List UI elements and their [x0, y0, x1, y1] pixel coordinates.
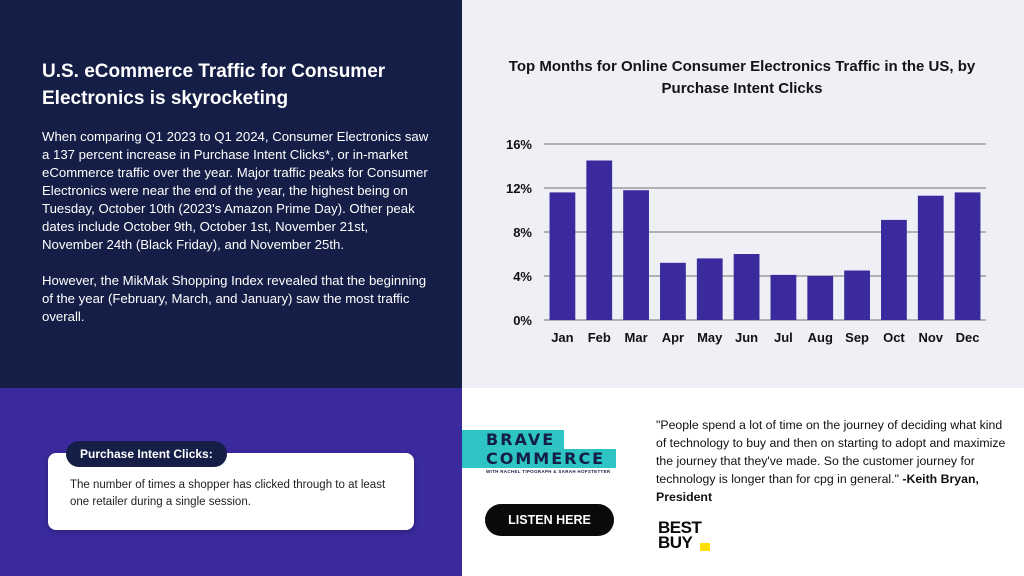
x-tick-label-mar: Mar	[625, 330, 648, 345]
intro-paragraph-1: When comparing Q1 2023 to Q1 2024, Consu…	[42, 129, 429, 252]
bar-jun	[733, 254, 760, 320]
chart-gridlines	[544, 143, 986, 321]
x-tick-label-nov: Nov	[918, 330, 943, 345]
quote-text: "People spend a lot of time on the journ…	[656, 418, 1006, 486]
x-tick-label-jan: Jan	[551, 330, 573, 345]
left-top-panel	[0, 0, 462, 388]
bar-sep	[844, 270, 870, 320]
best-buy-logo: BEST BUY	[658, 518, 718, 552]
page-title: U.S. eCommerce Traffic for Consumer Elec…	[42, 61, 386, 109]
bar-aug	[807, 276, 834, 320]
x-tick-label-oct: Oct	[883, 330, 905, 345]
best-buy-line-2: BUY	[658, 533, 693, 552]
x-tick-label-apr: Apr	[662, 330, 684, 345]
logo-line-1: BRAVE	[462, 430, 564, 449]
definition-label: Purchase Intent Clicks:	[66, 441, 227, 467]
bar-jan	[549, 192, 576, 320]
y-tick-label: 8%	[513, 225, 532, 240]
intro-text: When comparing Q1 2023 to Q1 2024, Consu…	[42, 128, 432, 344]
x-tick-label-jul: Jul	[774, 330, 793, 345]
intro-paragraph-2: However, the MikMak Shopping Index revea…	[42, 273, 427, 324]
bar-mar	[623, 190, 649, 320]
x-tick-label-feb: Feb	[588, 330, 611, 345]
bar-may	[696, 258, 723, 320]
quote-block: "People spend a lot of time on the journ…	[656, 416, 1006, 506]
brave-commerce-logo: BRAVE COMMERCE WITH RACHEL TIPOGRAPH & S…	[462, 430, 616, 474]
bar-nov	[917, 195, 944, 320]
logo-line-2: COMMERCE	[462, 449, 616, 468]
bar-feb	[586, 160, 613, 320]
x-tick-label-sep: Sep	[845, 330, 869, 345]
chart-x-tick-labels: Jan Feb Mar Apr May Jun Jul Aug Sep Oct Nov Dec	[551, 330, 979, 345]
y-tick-label: 0%	[513, 313, 532, 328]
bar-apr	[660, 262, 686, 320]
bar-jul	[770, 274, 797, 320]
x-tick-label-jun: Jun	[735, 330, 758, 345]
chart-title: Top Months for Online Consumer Electroni…	[508, 58, 976, 97]
listen-here-button[interactable]: LISTEN HERE	[485, 504, 614, 536]
right-bottom-panel	[462, 388, 1024, 576]
y-tick-label: 12%	[506, 181, 532, 196]
best-buy-tag-icon	[700, 543, 710, 551]
quote-author: -Keith Bryan, President	[656, 472, 979, 504]
chart-bars	[549, 160, 981, 320]
y-tick-label: 16%	[506, 137, 532, 152]
y-tick-label: 4%	[513, 269, 532, 284]
chart-y-tick-labels: 0% 4% 8% 12% 16%	[506, 137, 532, 328]
best-buy-line-1: BEST	[658, 518, 702, 537]
definition-text: The number of times a shopper has clicke…	[70, 479, 386, 508]
bar-chart: 0% 4% 8% 12% 16% Jan Feb Mar Apr May Jun Jul Aug Sep…	[506, 137, 986, 345]
bar-oct	[881, 219, 907, 320]
logo-subline: WITH RACHEL TIPOGRAPH & SARAH HOFSTETTER	[486, 469, 611, 474]
bar-dec	[954, 192, 981, 320]
x-tick-label-may: May	[697, 330, 723, 345]
x-tick-label-aug: Aug	[808, 330, 833, 345]
x-tick-label-dec: Dec	[956, 330, 980, 345]
